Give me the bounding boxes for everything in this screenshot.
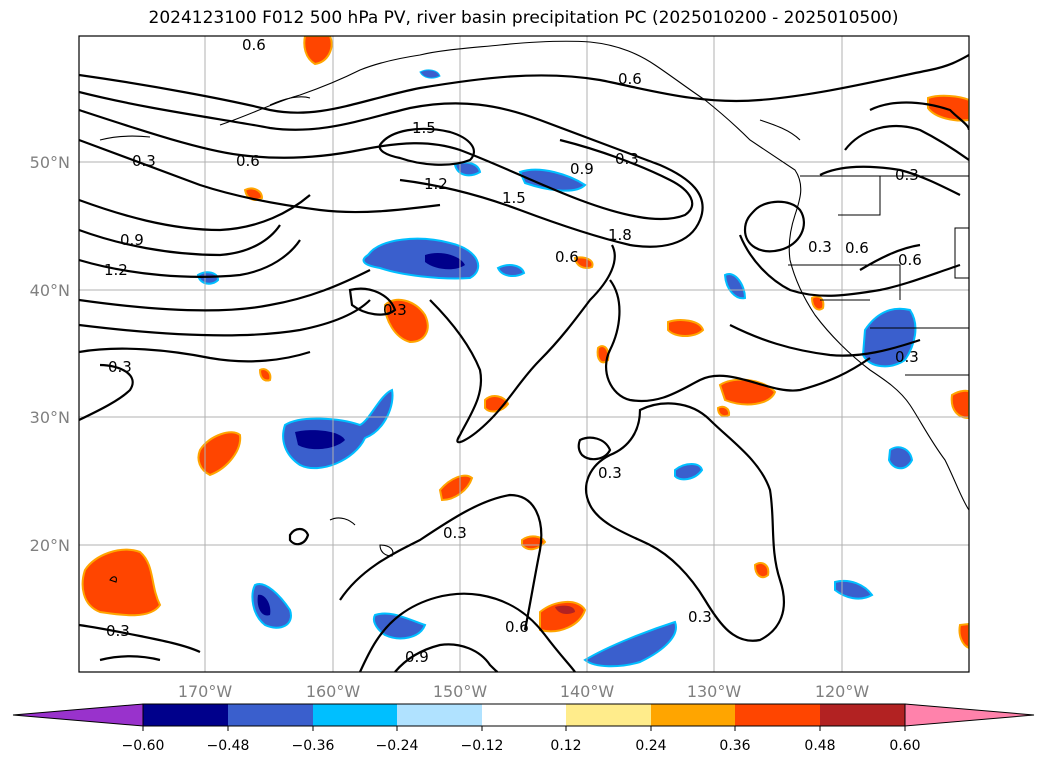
contour-label: 1.5 <box>502 189 526 207</box>
precip-blob-orange <box>950 389 969 420</box>
latitude-labels: 50°N 40°N 30°N 20°N <box>30 153 70 555</box>
contour-label: 0.3 <box>383 301 407 319</box>
contour-label: 0.6 <box>845 239 869 257</box>
contour-label: 0.3 <box>895 348 919 366</box>
contour-label: 0.3 <box>108 358 132 376</box>
contour-labels: 0.6 0.6 1.5 0.3 0.6 1.2 0.9 0.3 1.5 1.8 … <box>104 36 922 666</box>
precip-blob-blue <box>518 168 587 192</box>
contour-label: 0.3 <box>895 166 919 184</box>
contour-label: 0.3 <box>106 622 130 640</box>
precip-blob-orange <box>716 405 731 418</box>
colorbar-tick-label: 0.60 <box>889 738 920 754</box>
lat-label: 30°N <box>30 408 70 427</box>
precip-blob-navy <box>257 594 271 616</box>
precip-blob-orange <box>258 368 272 382</box>
contour-label: 0.3 <box>615 150 639 168</box>
plot-frame <box>78 35 970 673</box>
contour-label: 0.3 <box>443 524 467 542</box>
precip-blob-orange <box>753 562 770 579</box>
plot-area: 0.6 0.6 1.5 0.3 0.6 1.2 0.9 0.3 1.5 1.8 … <box>79 36 969 672</box>
colorbar-segment <box>820 704 905 726</box>
colorbar-tick-label: 0.24 <box>635 738 666 754</box>
longitude-labels: 170°W 160°W 150°W 140°W 130°W 120°W <box>178 682 870 701</box>
contour-label: 0.9 <box>405 648 429 666</box>
contour-label: 0.3 <box>688 608 712 626</box>
precip-blob-orange <box>197 431 242 477</box>
precip-blob-orange <box>243 187 264 201</box>
precip-blob-blue <box>834 579 874 600</box>
precip-blob-blue <box>674 463 704 481</box>
lat-label: 50°N <box>30 153 70 172</box>
contour-label: 0.3 <box>132 152 156 170</box>
contour-label: 1.5 <box>412 119 436 137</box>
colorbar-segment <box>397 704 482 726</box>
contour-label: 0.6 <box>555 248 579 266</box>
contour-label: 0.3 <box>598 464 622 482</box>
colorbar-extend-max <box>904 703 1035 727</box>
chart-title: 2024123100 F012 500 hPa PV, river basin … <box>148 8 899 28</box>
contour-label: 1.2 <box>424 175 448 193</box>
colorbar-tick-label: 0.48 <box>804 738 835 754</box>
lon-label: 140°W <box>560 682 615 701</box>
precip-blobs <box>81 36 969 668</box>
precip-blob-orange <box>810 295 825 311</box>
precip-blob-navy <box>425 253 465 270</box>
contour-label: 0.6 <box>236 152 260 170</box>
lon-label: 160°W <box>306 682 361 701</box>
precip-blob-orange <box>718 378 777 406</box>
contour-label: 1.8 <box>608 226 632 244</box>
lat-label: 20°N <box>30 536 70 555</box>
lon-label: 130°W <box>687 682 742 701</box>
precip-blob-orange <box>596 345 610 364</box>
precip-blob-orange <box>573 256 594 269</box>
country-borders <box>788 175 969 376</box>
contour-label: 0.9 <box>120 231 144 249</box>
precip-blob-orange <box>521 535 547 551</box>
precip-blob-orange <box>958 622 969 650</box>
contour-label: 0.6 <box>618 70 642 88</box>
colorbar-tick-label: −0.12 <box>461 738 504 754</box>
precip-blob-blue <box>419 69 441 79</box>
colorbar-tick-label: 0.12 <box>550 738 581 754</box>
pv-contours <box>79 54 969 672</box>
colorbar: −0.60 −0.48 −0.36 −0.24 −0.12 0.12 0.24 … <box>12 703 1035 754</box>
lat-label: 40°N <box>30 281 70 300</box>
colorbar-tick-label: −0.60 <box>122 738 165 754</box>
precip-blob-red <box>555 605 575 615</box>
precip-blob-blue <box>723 273 747 300</box>
lon-label: 170°W <box>178 682 233 701</box>
contour-label: 0.6 <box>242 36 266 54</box>
precip-blob-blue <box>196 271 220 285</box>
precip-blob-blue <box>887 446 914 470</box>
precip-blob-orange <box>438 474 474 502</box>
contour-label: 1.2 <box>104 261 128 279</box>
lon-label: 120°W <box>815 682 870 701</box>
colorbar-segment <box>735 704 820 726</box>
colorbar-segment <box>143 704 228 726</box>
gridlines <box>79 36 969 672</box>
precip-blob-orange <box>81 548 162 617</box>
contour-label: 0.6 <box>898 251 922 269</box>
colorbar-extend-min <box>12 703 144 727</box>
colorbar-segment <box>566 704 651 726</box>
colorbar-tick-label: −0.24 <box>376 738 419 754</box>
lon-label: 150°W <box>433 682 488 701</box>
precip-blob-orange <box>927 94 969 122</box>
precip-blob-orange <box>303 36 333 66</box>
colorbar-tick-label: −0.36 <box>292 738 335 754</box>
precip-blob-blue <box>583 620 677 668</box>
colorbar-segment <box>313 704 397 726</box>
colorbar-segment <box>651 704 735 726</box>
precip-blob-blue <box>496 264 526 277</box>
contour-label: 0.3 <box>808 238 832 256</box>
precip-blob-blue <box>251 583 292 629</box>
colorbar-tick-label: 0.36 <box>719 738 750 754</box>
colorbar-segment <box>228 704 313 726</box>
contour-label: 0.6 <box>505 618 529 636</box>
colorbar-segment <box>482 704 566 726</box>
colorbar-tick-label: −0.48 <box>207 738 250 754</box>
contour-label: 0.9 <box>570 160 594 178</box>
precip-blob-orange <box>667 319 705 337</box>
